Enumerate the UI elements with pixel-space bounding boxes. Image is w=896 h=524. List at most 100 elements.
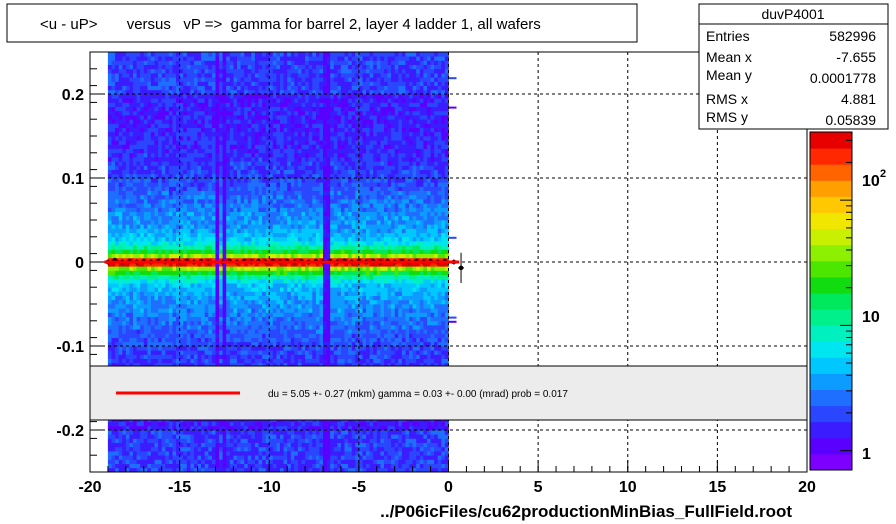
heatmap-cell bbox=[233, 291, 238, 296]
heatmap-cell bbox=[272, 186, 277, 191]
heatmap-cell bbox=[280, 56, 284, 61]
heatmap-cell bbox=[247, 421, 252, 427]
heatmap-cell bbox=[176, 442, 180, 448]
heatmap-cell bbox=[219, 110, 224, 116]
heatmap-cell bbox=[219, 215, 224, 221]
heatmap-cell bbox=[229, 316, 234, 322]
heatmap-cell bbox=[118, 421, 123, 427]
heatmap-cell bbox=[165, 299, 170, 305]
heatmap-cell bbox=[251, 295, 256, 301]
heatmap-cell bbox=[272, 341, 277, 347]
heatmap-cell bbox=[226, 274, 231, 280]
heatmap-cell bbox=[272, 194, 277, 200]
heatmap-cell bbox=[154, 228, 159, 233]
heatmap-cell bbox=[197, 165, 202, 170]
heatmap-cell bbox=[190, 295, 195, 301]
heatmap-cell bbox=[140, 52, 145, 57]
heatmap-cell bbox=[219, 98, 224, 103]
heatmap-cell bbox=[258, 52, 263, 57]
heatmap-cell bbox=[115, 253, 120, 259]
heatmap-cell bbox=[129, 232, 134, 238]
heatmap-cell bbox=[133, 60, 137, 65]
heatmap-cell bbox=[240, 81, 245, 86]
heatmap-cell bbox=[143, 106, 148, 112]
heatmap-cell bbox=[168, 350, 173, 355]
heatmap-cell bbox=[226, 203, 231, 208]
heatmap-cell bbox=[265, 207, 270, 212]
heatmap-cell bbox=[172, 434, 177, 439]
heatmap-cell bbox=[258, 455, 263, 460]
heatmap-cell bbox=[176, 102, 180, 107]
heatmap-cell bbox=[208, 60, 213, 65]
heatmap-cell bbox=[143, 329, 148, 334]
heatmap-cell bbox=[165, 270, 170, 275]
heatmap-cell bbox=[150, 224, 155, 229]
heatmap-cell bbox=[161, 56, 166, 61]
heatmap-cell bbox=[183, 446, 188, 452]
heatmap-cell bbox=[122, 278, 127, 284]
heatmap-cell bbox=[143, 60, 148, 65]
heatmap-cell bbox=[204, 421, 209, 427]
heatmap-cell bbox=[154, 73, 159, 78]
heatmap-cell bbox=[183, 190, 188, 196]
heatmap-cell bbox=[269, 434, 274, 439]
heatmap-cell bbox=[161, 52, 166, 57]
heatmap-cell bbox=[118, 131, 123, 137]
heatmap-cell bbox=[161, 346, 166, 351]
heatmap-cell bbox=[136, 56, 141, 61]
heatmap-cell bbox=[222, 173, 227, 179]
heatmap-cell bbox=[115, 136, 120, 141]
heatmap-cell bbox=[122, 245, 127, 250]
heatmap-cell bbox=[280, 64, 284, 70]
heatmap-cell bbox=[150, 312, 155, 317]
heatmap-cell bbox=[258, 152, 263, 158]
heatmap-cell bbox=[183, 85, 188, 91]
heatmap-cell bbox=[229, 425, 234, 431]
heatmap-cell bbox=[258, 312, 263, 317]
heatmap-cell bbox=[165, 358, 170, 364]
heatmap-cell bbox=[111, 337, 116, 343]
heatmap-cell bbox=[219, 211, 224, 217]
heatmap-cell bbox=[176, 123, 180, 128]
heatmap-cell bbox=[240, 274, 245, 280]
heatmap-cell bbox=[194, 89, 198, 95]
heatmap-cell bbox=[197, 434, 202, 439]
heatmap-cell bbox=[247, 316, 252, 322]
heatmap-cell bbox=[186, 287, 191, 292]
heatmap-cell bbox=[125, 425, 130, 431]
heatmap-cell bbox=[115, 434, 120, 439]
heatmap-cell bbox=[244, 165, 249, 170]
heatmap-cell bbox=[168, 186, 173, 191]
heatmap-cell bbox=[265, 140, 270, 145]
heatmap-cell bbox=[183, 203, 188, 208]
heatmap-cell bbox=[133, 194, 137, 200]
heatmap-cell bbox=[222, 430, 227, 435]
heatmap-cell bbox=[133, 459, 137, 464]
heatmap-cell bbox=[276, 211, 281, 217]
heatmap-cell bbox=[154, 94, 159, 99]
heatmap-cell bbox=[111, 56, 116, 61]
heatmap-cell bbox=[111, 434, 116, 439]
heatmap-cell bbox=[211, 186, 216, 191]
heatmap-cell bbox=[122, 362, 127, 368]
heatmap-cell bbox=[154, 203, 159, 208]
heatmap-cell bbox=[222, 190, 227, 196]
heatmap-cell bbox=[283, 467, 288, 472]
heatmap-cell bbox=[276, 85, 281, 91]
heatmap-cell bbox=[262, 144, 267, 149]
heatmap-cell bbox=[251, 455, 256, 460]
heatmap-cell bbox=[133, 119, 137, 124]
heatmap-cell bbox=[183, 459, 188, 464]
heatmap-cell bbox=[197, 346, 202, 351]
heatmap-cell bbox=[133, 442, 137, 448]
heatmap-cell bbox=[168, 308, 173, 313]
heatmap-cell bbox=[183, 140, 188, 145]
heatmap-cell bbox=[190, 341, 195, 347]
heatmap-cell bbox=[272, 207, 277, 212]
heatmap-cell bbox=[122, 329, 127, 334]
heatmap-cell bbox=[165, 312, 170, 317]
heatmap-cell bbox=[237, 119, 241, 124]
heatmap-cell bbox=[176, 89, 180, 95]
heatmap-cell bbox=[229, 207, 234, 212]
heatmap-cell bbox=[272, 350, 277, 355]
